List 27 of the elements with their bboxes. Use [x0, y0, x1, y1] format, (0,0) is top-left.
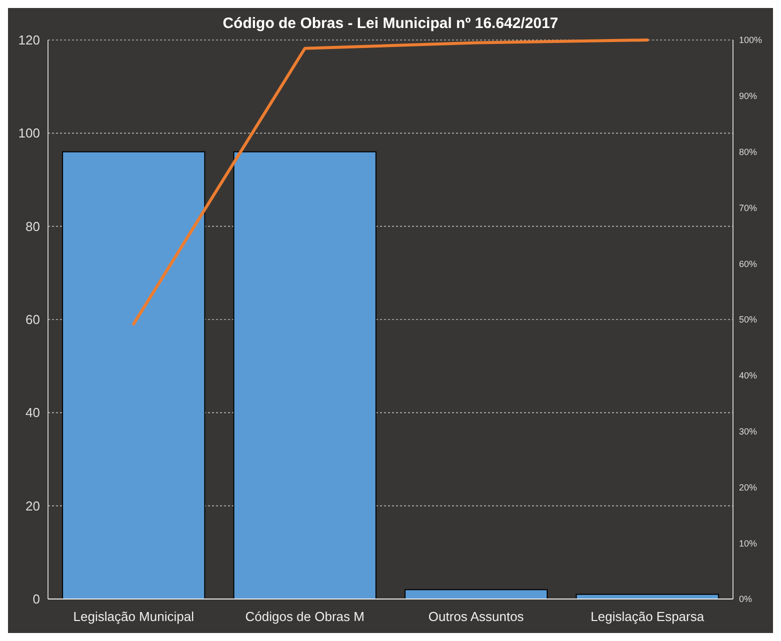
y-tick-label: 20	[26, 498, 40, 514]
x-tick-label: Legislação Municipal	[73, 609, 194, 624]
y-tick-label: 60	[26, 312, 40, 328]
y2-tick-label: 0%	[739, 594, 752, 604]
bar	[62, 151, 206, 600]
y2-tick-label: 100%	[739, 35, 762, 46]
y2-tick-label: 80%	[739, 146, 758, 157]
y-tick-label: 80	[26, 218, 40, 234]
chart-title: Código de Obras - Lei Municipal nº 16.642/2017	[222, 15, 558, 32]
y2-tick-label: 20%	[739, 482, 758, 492]
y2-tick-label: 90%	[739, 91, 758, 102]
y2-tick-label: 50%	[739, 314, 758, 325]
bar	[404, 589, 548, 600]
y2-tick-label: 30%	[739, 426, 758, 436]
y-tick-label: 120	[18, 32, 40, 48]
x-tick-label: Outros Assuntos	[428, 609, 524, 624]
bar	[233, 151, 376, 600]
x-tick-label: Códigos de Obras M	[245, 609, 364, 624]
y-tick-label: 0	[32, 592, 40, 607]
x-tick-label: Legislação Esparsa	[590, 609, 705, 624]
y2-tick-label: 60%	[739, 258, 758, 269]
y2-tick-label: 40%	[739, 370, 758, 381]
y-tick-label: 100	[18, 126, 40, 141]
y2-tick-label: 10%	[739, 538, 758, 548]
line-series	[132, 38, 649, 326]
y2-tick-label: 70%	[739, 202, 758, 213]
y-tick-label: 40	[26, 405, 40, 420]
